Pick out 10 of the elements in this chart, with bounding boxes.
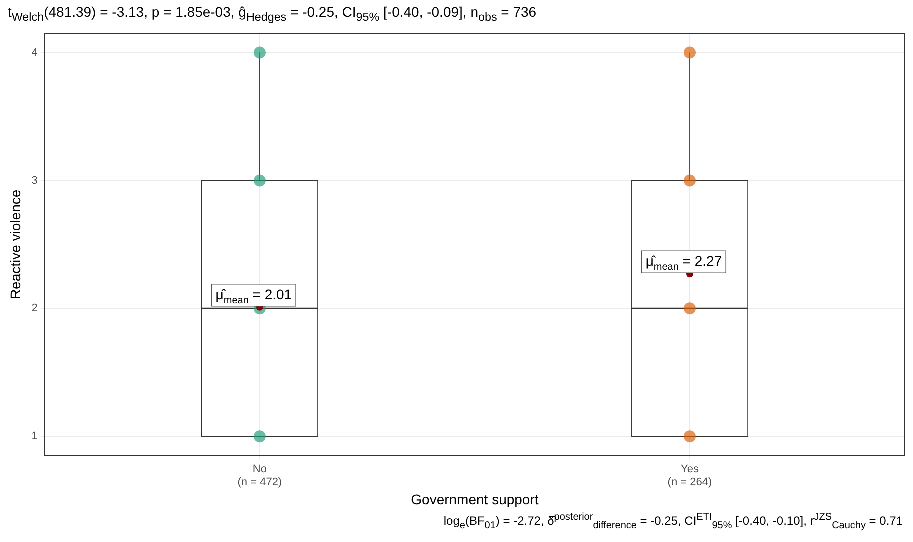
y-tick-label: 2 — [32, 302, 38, 315]
chart-title: t$_{Welch}$(481.39) = -3.13, p = 1.85e-03, ĝ$_{Hedges}$ = -0.25, CI$_{95%}$ [-0.40, -0.09], n$_{obs}$ = 736 — [8, 4, 537, 24]
text: log$_{e}$(BF$_{01}$) = -2.72, δ̂$^{posterior}$$_{difference}$ = -0.25, CI$^{ETI}$$_{95%}$ [-0.40, -0.10], r$^{JZS}$$_{Cauchy}$ = 0.71 — [444, 512, 903, 532]
y-tick-label: 4 — [32, 46, 38, 59]
y-tick-label: 3 — [32, 174, 38, 187]
y-tick-label: 1 — [32, 430, 38, 443]
x-axis-title: Government support — [411, 491, 539, 508]
x-tick-label: Yes (n = 264) — [668, 463, 712, 489]
x-tick-label: No (n = 472) — [238, 463, 282, 489]
y-axis-title: Reactive violence — [7, 190, 24, 300]
